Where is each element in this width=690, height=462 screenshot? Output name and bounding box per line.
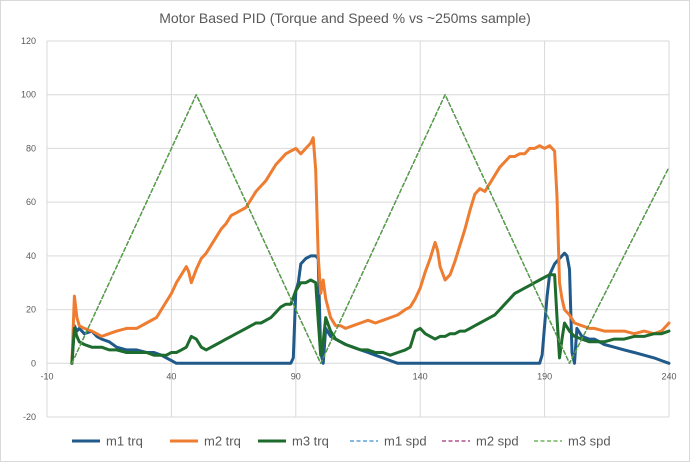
- series-line-m2-trq: [70, 136, 671, 365]
- y-tick-label: -20: [23, 412, 36, 422]
- y-tick-label: 80: [26, 143, 36, 153]
- y-tick-label: 40: [26, 251, 36, 261]
- legend-label: m1 spd: [384, 434, 427, 449]
- x-tick-label: -10: [40, 371, 53, 381]
- y-tick-labels: -20 0 20 40 60 80 100 120: [21, 36, 36, 422]
- y-tick-label: 60: [26, 197, 36, 207]
- legend: m1 trq m2 trq m3 trq m1 spd m2 spd m3 spd: [72, 434, 611, 449]
- series-line-m2-spd: [71, 94, 670, 364]
- x-tick-label: 40: [166, 371, 176, 381]
- legend-label: m2 spd: [476, 434, 519, 449]
- chart-title: Motor Based PID (Torque and Speed % vs ~…: [159, 10, 531, 26]
- legend-label: m3 spd: [568, 434, 611, 449]
- x-tick-label: 140: [413, 371, 428, 381]
- y-tick-label: 0: [31, 358, 36, 368]
- series-line-m3-trq: [70, 273, 671, 365]
- series-lines: [70, 94, 671, 365]
- series-line-m1-spd: [71, 94, 670, 364]
- series-line-m3-spd: [71, 94, 670, 364]
- x-tick-label: 190: [537, 371, 552, 381]
- x-tick-label: 240: [661, 371, 676, 381]
- x-tick-labels: -10 40 90 140 190 240: [40, 371, 676, 381]
- gridlines: [46, 40, 670, 418]
- legend-label: m2 trq: [204, 434, 241, 449]
- legend-label: m1 trq: [106, 434, 143, 449]
- y-tick-label: 100: [21, 90, 36, 100]
- y-tick-label: 120: [21, 36, 36, 46]
- y-tick-label: 20: [26, 305, 36, 315]
- x-tick-label: 90: [291, 371, 301, 381]
- legend-label: m3 trq: [292, 434, 329, 449]
